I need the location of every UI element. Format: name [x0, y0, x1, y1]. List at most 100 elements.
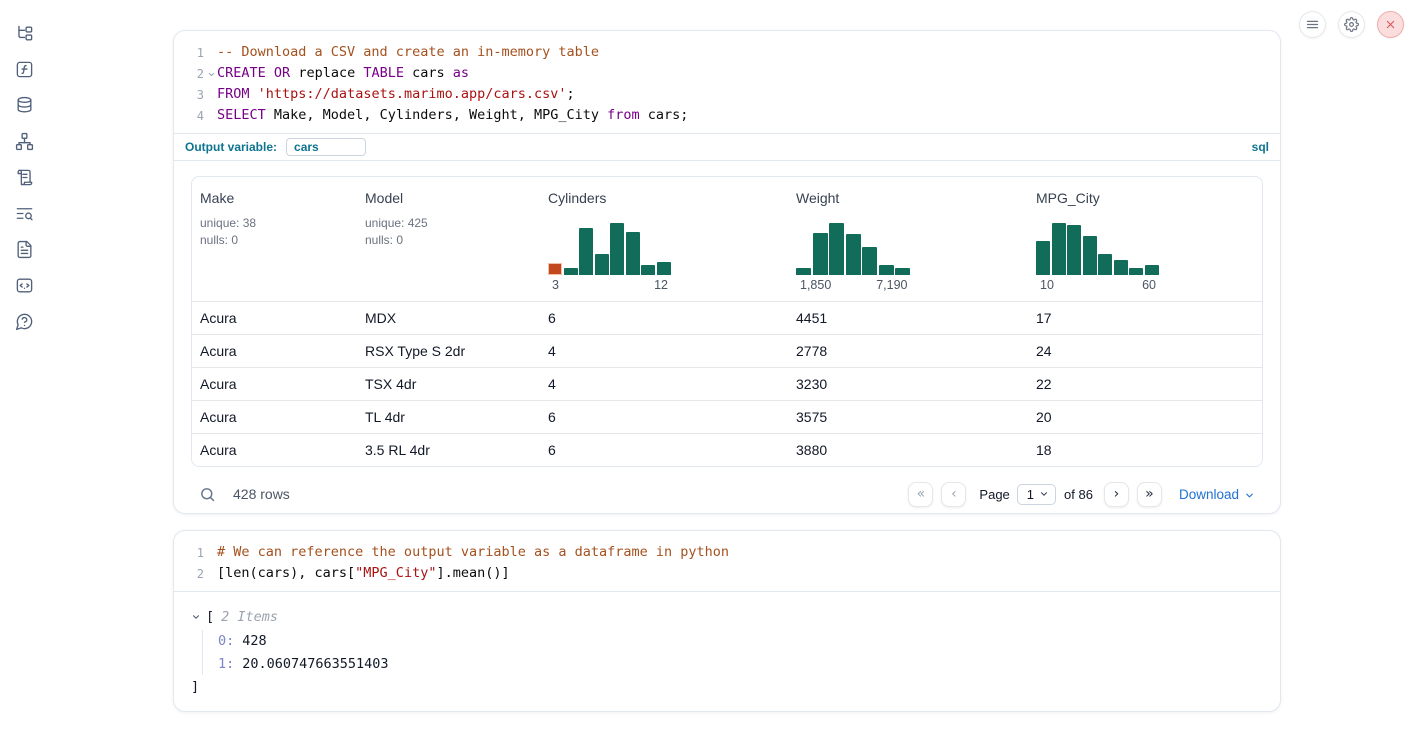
- table-row[interactable]: Acura RSX Type S 2dr 4 2778 24: [192, 334, 1262, 367]
- file-tree-icon: [17, 25, 32, 41]
- histogram-bar[interactable]: [829, 223, 844, 275]
- histogram-bar[interactable]: [1036, 241, 1050, 275]
- download-label: Download: [1178, 486, 1239, 502]
- help-circle-icon: [15, 313, 32, 330]
- table-row[interactable]: Acura MDX 6 4451 17: [192, 301, 1262, 334]
- histogram-bar[interactable]: [610, 223, 624, 275]
- table-row[interactable]: Acura TL 4dr 6 3575 20: [192, 400, 1262, 433]
- sidebar-item-datasources[interactable]: [0, 87, 48, 123]
- chevron-down-icon: [208, 72, 215, 77]
- histogram-bar[interactable]: [1098, 254, 1112, 275]
- list-output-tree: [ 2 Items 0: 428 1: 20.060747663551403 ]: [174, 592, 1280, 712]
- file-text-icon: [16, 240, 32, 258]
- sql-code-editor[interactable]: 1 -- Download a CSV and create an in-memo…: [174, 31, 1280, 133]
- sidebar-panel-rail: [0, 0, 48, 729]
- column-name[interactable]: MPG_City: [1036, 190, 1100, 206]
- code-text[interactable]: -- Download a CSV and create an in-memor…: [217, 44, 600, 60]
- histogram-min-label: 10: [1040, 278, 1054, 292]
- histogram-bar[interactable]: [1113, 260, 1128, 275]
- last-page-button[interactable]: »: [1136, 481, 1162, 507]
- sidebar-item-outline-search[interactable]: [0, 195, 48, 231]
- fold-chevron-icon[interactable]: [207, 70, 216, 79]
- download-button[interactable]: Download: [1179, 487, 1255, 502]
- sidebar-item-documentation[interactable]: [0, 231, 48, 267]
- histogram-min-label: 3: [552, 278, 559, 292]
- column-name[interactable]: Weight: [796, 190, 840, 206]
- scroll-text-icon: [16, 169, 32, 185]
- settings-button[interactable]: [1338, 11, 1365, 38]
- code-line: 1 -- Download a CSV and create an in-memo…: [174, 42, 1280, 63]
- table-row[interactable]: Acura TSX 4dr 4 3230 22: [192, 367, 1262, 400]
- histogram-bar[interactable]: [878, 265, 894, 275]
- histogram-bar[interactable]: [656, 262, 671, 275]
- column-header-weight: Weight 1,850 7,190: [788, 177, 1028, 301]
- python-cell: 1 # We can reference the output variable …: [173, 530, 1281, 712]
- sidebar-item-snippets[interactable]: [0, 267, 48, 303]
- column-name[interactable]: Make: [200, 190, 235, 206]
- code-text[interactable]: SELECT Make, Model, Cylinders, Weight, M…: [217, 107, 689, 123]
- table-cell: Acura: [200, 310, 237, 326]
- tree-root-row: [ 2 Items: [191, 607, 1263, 627]
- code-line: 2 CREATE OR replace TABLE cars as: [174, 63, 1280, 84]
- histogram-bar[interactable]: [594, 254, 609, 275]
- histogram-bar[interactable]: [563, 268, 578, 275]
- shutdown-button[interactable]: [1377, 11, 1404, 38]
- column-name[interactable]: Cylinders: [548, 190, 607, 206]
- histogram-bar[interactable]: [845, 234, 861, 275]
- histogram-bar[interactable]: [548, 263, 562, 275]
- column-name[interactable]: Model: [365, 190, 404, 206]
- tree-entries: 0: 428 1: 20.060747663551403: [202, 630, 1263, 675]
- tree-entry-key: 0:: [218, 633, 235, 649]
- table-row[interactable]: Acura 3.5 RL 4dr 6 3880 18: [192, 433, 1262, 466]
- tree-entry-key: 1:: [218, 655, 235, 672]
- first-page-button[interactable]: «: [908, 481, 934, 507]
- line-number: 1: [196, 46, 204, 60]
- table-cell: 22: [1036, 376, 1052, 392]
- next-page-button[interactable]: ›: [1103, 481, 1129, 507]
- column-header-model: Model unique: 425 nulls: 0: [357, 177, 540, 301]
- sidebar-item-variables[interactable]: [0, 51, 48, 87]
- table-body: Acura MDX 6 4451 17 Acura RSX Type S 2dr 4 2778 2…: [192, 301, 1262, 466]
- output-variable-label: Output variable:: [185, 140, 278, 154]
- histogram-bar[interactable]: [1067, 225, 1081, 275]
- histogram-bar[interactable]: [579, 228, 593, 275]
- menu-button[interactable]: [1299, 11, 1326, 38]
- page-number-select[interactable]: 1: [1016, 483, 1057, 505]
- histogram-bar[interactable]: [1051, 223, 1066, 275]
- chevron-down-icon[interactable]: [191, 612, 201, 622]
- network-icon: [15, 132, 33, 150]
- chevron-down-icon: [1246, 493, 1253, 497]
- column-stat: unique: 38: [200, 216, 257, 230]
- sidebar-item-logs[interactable]: [0, 159, 48, 195]
- page-number-value: 1: [1026, 486, 1035, 502]
- table-cell: 2778: [796, 343, 828, 359]
- code-text[interactable]: # We can reference the output variable a…: [217, 544, 730, 560]
- search-icon[interactable]: [199, 486, 216, 503]
- output-variable-input[interactable]: [286, 138, 367, 156]
- histogram-bar[interactable]: [1082, 236, 1097, 275]
- python-code-editor[interactable]: 1 # We can reference the output variable …: [174, 531, 1280, 592]
- data-table: Make unique: 38 nulls: 0 Model unique: 425 nu…: [191, 176, 1263, 467]
- histogram-bar[interactable]: [895, 268, 910, 275]
- sidebar-item-dependencies[interactable]: [0, 123, 48, 159]
- table-cell: TL 4dr: [365, 409, 405, 425]
- function-square-icon: [16, 61, 32, 77]
- code-text[interactable]: FROM 'https://datasets.marimo.app/cars.c…: [217, 86, 575, 102]
- tree-entry: 1: 20.060747663551403: [218, 653, 1263, 676]
- sidebar-item-help[interactable]: [0, 303, 48, 339]
- histogram-bar[interactable]: [862, 247, 877, 275]
- histogram-bar[interactable]: [812, 233, 828, 275]
- sidebar-item-file-explorer[interactable]: [0, 15, 48, 51]
- histogram-bar[interactable]: [1144, 265, 1159, 275]
- code-text[interactable]: [len(cars), cars["MPG_City"].mean()]: [217, 565, 510, 581]
- histogram-bar[interactable]: [625, 232, 640, 275]
- items-count-label: 2 Items: [221, 609, 279, 625]
- histogram-bar[interactable]: [796, 268, 811, 275]
- code-text[interactable]: CREATE OR replace TABLE cars as: [217, 65, 470, 81]
- open-bracket: [: [206, 609, 215, 625]
- table-footer: 428 rows « ‹ Page 1 of 86 › » Download: [191, 467, 1263, 515]
- histogram-bar[interactable]: [641, 265, 655, 275]
- histogram-bar[interactable]: [1129, 268, 1143, 275]
- prev-page-button[interactable]: ‹: [941, 481, 967, 507]
- table-cell: 6: [548, 409, 556, 425]
